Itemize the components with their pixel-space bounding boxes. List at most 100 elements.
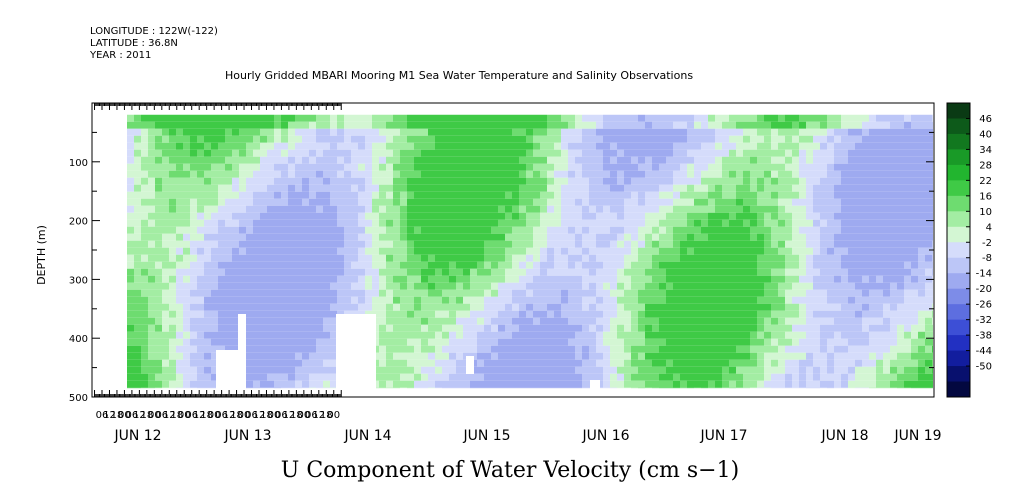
- heatmap-cell: [505, 142, 512, 150]
- heatmap-cell: [393, 233, 400, 241]
- heatmap-cell: [897, 114, 904, 122]
- heatmap-cell: [785, 317, 792, 325]
- heatmap-cell: [505, 359, 512, 367]
- heatmap-cell: [127, 296, 134, 304]
- heatmap-cell: [729, 345, 736, 353]
- heatmap-cell: [169, 359, 176, 367]
- heatmap-cell: [498, 114, 505, 122]
- heatmap-cell: [827, 191, 834, 199]
- heatmap-cell: [764, 289, 771, 297]
- heatmap-cell: [183, 121, 190, 129]
- heatmap-cell: [771, 247, 778, 255]
- heatmap-cell: [323, 338, 330, 346]
- heatmap-cell: [561, 212, 568, 220]
- heatmap-cell: [547, 331, 554, 339]
- heatmap-cell: [547, 303, 554, 311]
- heatmap-cell: [568, 359, 575, 367]
- heatmap-cell: [414, 247, 421, 255]
- heatmap-cell: [568, 254, 575, 262]
- heatmap-cell: [820, 254, 827, 262]
- heatmap-cell: [260, 226, 267, 234]
- heatmap-cell: [834, 114, 841, 122]
- heatmap-cell: [162, 373, 169, 381]
- heatmap-cell: [253, 254, 260, 262]
- heatmap-cell: [904, 247, 911, 255]
- heatmap-cell: [911, 296, 918, 304]
- heatmap-cell: [435, 359, 442, 367]
- heatmap-cell: [715, 324, 722, 332]
- heatmap-cell: [134, 296, 141, 304]
- heatmap-cell: [645, 149, 652, 157]
- heatmap-cell: [428, 352, 435, 360]
- heatmap-cell: [274, 135, 281, 143]
- heatmap-cell: [435, 366, 442, 374]
- heatmap-cell: [750, 156, 757, 164]
- heatmap-cell: [512, 359, 519, 367]
- heatmap-cell: [820, 338, 827, 346]
- heatmap-cell: [274, 380, 281, 388]
- heatmap-cell: [225, 240, 232, 248]
- heatmap-cell: [729, 191, 736, 199]
- heatmap-cell: [575, 331, 582, 339]
- heatmap-cell: [925, 324, 932, 332]
- heatmap-cell: [428, 191, 435, 199]
- heatmap-cell: [589, 233, 596, 241]
- heatmap-cell: [547, 212, 554, 220]
- heatmap-cell: [680, 240, 687, 248]
- heatmap-cell: [393, 352, 400, 360]
- heatmap-cell: [631, 380, 638, 388]
- heatmap-cell: [309, 359, 316, 367]
- heatmap-cell: [876, 303, 883, 311]
- heatmap-cell: [722, 184, 729, 192]
- heatmap-cell: [694, 149, 701, 157]
- heatmap-cell: [722, 282, 729, 290]
- heatmap-cell: [204, 331, 211, 339]
- heatmap-cell: [526, 163, 533, 171]
- heatmap-cell: [729, 303, 736, 311]
- heatmap-cell: [925, 247, 932, 255]
- heatmap-cell: [449, 289, 456, 297]
- heatmap-cell: [519, 331, 526, 339]
- heatmap-cell: [596, 373, 603, 381]
- heatmap-cell: [848, 345, 855, 353]
- heatmap-cell: [533, 177, 540, 185]
- heatmap-cell: [288, 310, 295, 318]
- heatmap-cell: [547, 177, 554, 185]
- heatmap-cell: [799, 163, 806, 171]
- heatmap-cell: [484, 135, 491, 143]
- heatmap-cell: [421, 205, 428, 213]
- heatmap-cell: [197, 163, 204, 171]
- heatmap-cell: [470, 345, 477, 353]
- heatmap-cell: [449, 380, 456, 388]
- heatmap-cell: [484, 149, 491, 157]
- heatmap-cell: [211, 317, 218, 325]
- heatmap-cell: [162, 121, 169, 129]
- heatmap-cell: [484, 352, 491, 360]
- heatmap-cell: [533, 212, 540, 220]
- heatmap-cell: [155, 191, 162, 199]
- heatmap-cell: [218, 261, 225, 269]
- heatmap-cell: [512, 282, 519, 290]
- heatmap-cell: [386, 331, 393, 339]
- heatmap-cell: [813, 114, 820, 122]
- heatmap-cell: [365, 247, 372, 255]
- heatmap-cell: [491, 226, 498, 234]
- heatmap-cell: [316, 359, 323, 367]
- heatmap-cell: [834, 296, 841, 304]
- heatmap-cell: [827, 205, 834, 213]
- heatmap-cell: [603, 114, 610, 122]
- heatmap-cell: [694, 156, 701, 164]
- heatmap-cell: [659, 373, 666, 381]
- heatmap-cell: [372, 121, 379, 129]
- heatmap-cell: [330, 324, 337, 332]
- heatmap-cell: [309, 219, 316, 227]
- heatmap-cell: [148, 275, 155, 283]
- heatmap-cell: [708, 198, 715, 206]
- heatmap-cell: [316, 212, 323, 220]
- heatmap-cell: [666, 331, 673, 339]
- heatmap-cell: [883, 170, 890, 178]
- heatmap-cell: [659, 135, 666, 143]
- heatmap-cell: [456, 128, 463, 136]
- heatmap-cell: [925, 317, 932, 325]
- heatmap-cell: [337, 135, 344, 143]
